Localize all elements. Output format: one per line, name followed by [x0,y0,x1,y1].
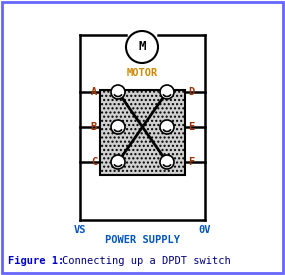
Circle shape [111,120,125,134]
Text: A: A [91,87,97,97]
Circle shape [160,120,174,134]
Bar [100,90,185,175]
Text: D: D [188,87,194,97]
Text: M: M [138,40,146,54]
Text: 0V: 0V [199,225,211,235]
Circle shape [111,155,125,169]
Text: C: C [91,157,97,167]
Text: MOTOR: MOTOR [126,68,158,78]
Circle shape [111,85,125,99]
Circle shape [126,31,158,63]
Text: E: E [188,122,194,132]
Text: VS: VS [74,225,86,235]
Text: Connecting up a DPDT switch: Connecting up a DPDT switch [62,256,231,266]
Circle shape [160,155,174,169]
Text: Figure 1:: Figure 1: [8,256,64,266]
Text: B: B [91,122,97,132]
Text: POWER SUPPLY: POWER SUPPLY [105,235,180,245]
Text: F: F [188,157,194,167]
Circle shape [160,85,174,99]
